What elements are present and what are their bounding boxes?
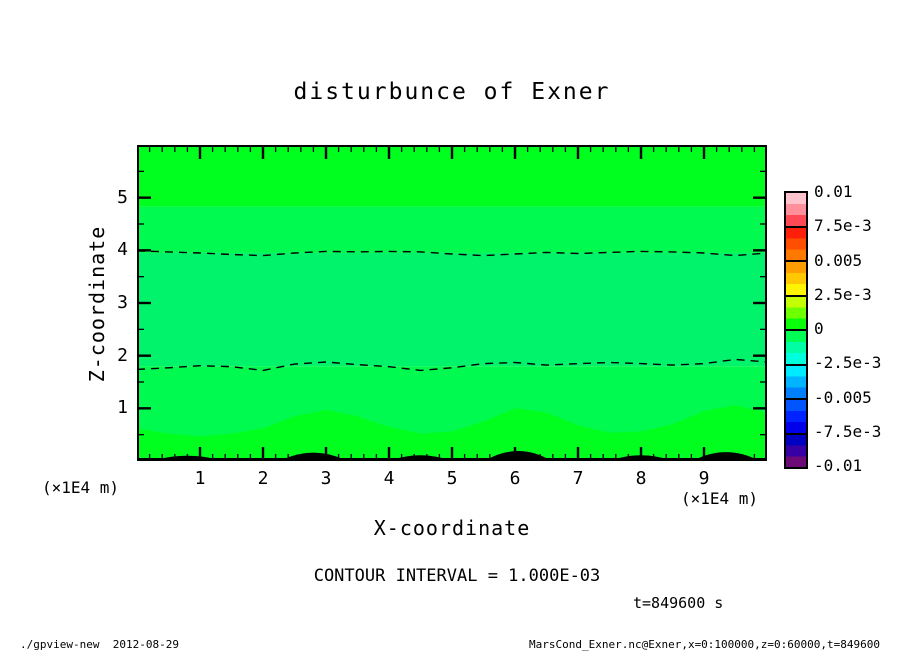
colorbar-segment-1 <box>786 193 806 228</box>
dashed-contour-1 <box>137 250 767 257</box>
contour-plot-area <box>137 145 767 461</box>
x-tick-label-9: 9 <box>698 468 710 489</box>
y-axis-unit-label: (×1E4 m) <box>42 478 120 497</box>
colorbar-tick-label-8: -0.01 <box>814 456 863 475</box>
x-tick-label-3: 3 <box>320 468 332 489</box>
x-tick-label-6: 6 <box>509 468 521 489</box>
colorbar-tick-label-1: 7.5e-3 <box>814 216 872 236</box>
colorbar-tick-label-4: 0 <box>814 319 824 338</box>
colorbar-segment-2 <box>786 227 806 262</box>
x-tick-label-5: 5 <box>446 468 458 489</box>
dashed-contour-lines <box>137 250 767 372</box>
time-stamp: t=849600 s <box>633 594 724 612</box>
colorbar-segment-6 <box>786 365 806 400</box>
footer-program-date: ./gpview-new 2012-08-29 <box>20 638 179 651</box>
colorbar <box>784 191 808 469</box>
x-tick-label-2: 2 <box>257 468 269 489</box>
x-tick-label-1: 1 <box>194 468 206 489</box>
y-axis-label: Z-coordinate <box>85 225 109 383</box>
y-tick-label-1: 1 <box>117 397 128 419</box>
y-tick-label-5: 5 <box>117 186 128 208</box>
colorbar-segment-5 <box>786 331 806 366</box>
x-axis-unit-label: (×1E4 m) <box>681 489 759 508</box>
colorbar-segment-7 <box>786 400 806 435</box>
y-tick-label-4: 4 <box>117 239 128 261</box>
x-axis-label: X-coordinate <box>373 516 531 540</box>
colorbar-segment-4 <box>786 296 806 331</box>
chart-title: disturbunce of Exner <box>293 79 611 105</box>
colorbar-tick-label-3: 2.5e-3 <box>814 284 872 304</box>
colorbar-segment-3 <box>786 262 806 297</box>
band-middle-sea-green <box>137 252 767 367</box>
colorbar-tick-label-5: -2.5e-3 <box>814 353 882 373</box>
colorbar-tick-label-7: -7.5e-3 <box>814 421 882 441</box>
x-tick-label-7: 7 <box>572 468 584 489</box>
axis-ticks <box>137 145 767 461</box>
band-bottom-bright-green <box>137 405 767 461</box>
colorbar-tick-label-0: 0.01 <box>814 182 853 201</box>
band-upper-spring-green <box>137 206 767 253</box>
dashed-contour-2 <box>137 358 767 372</box>
x-tick-label-4: 4 <box>383 468 395 489</box>
footer-data-source: MarsCond_Exner.nc@Exner,x=0:100000,z=0:6… <box>529 638 880 651</box>
y-tick-label-2: 2 <box>117 344 128 366</box>
y-tick-label-3: 3 <box>117 292 128 313</box>
shading-bands <box>137 145 767 461</box>
colorbar-segment-8 <box>786 434 806 467</box>
colorbar-tick-label-6: -0.005 <box>814 387 872 407</box>
colorbar-tick-label-2: 0.005 <box>814 250 863 270</box>
x-tick-label-8: 8 <box>635 468 647 489</box>
contour-interval-note: CONTOUR INTERVAL = 1.000E-03 <box>313 566 601 586</box>
